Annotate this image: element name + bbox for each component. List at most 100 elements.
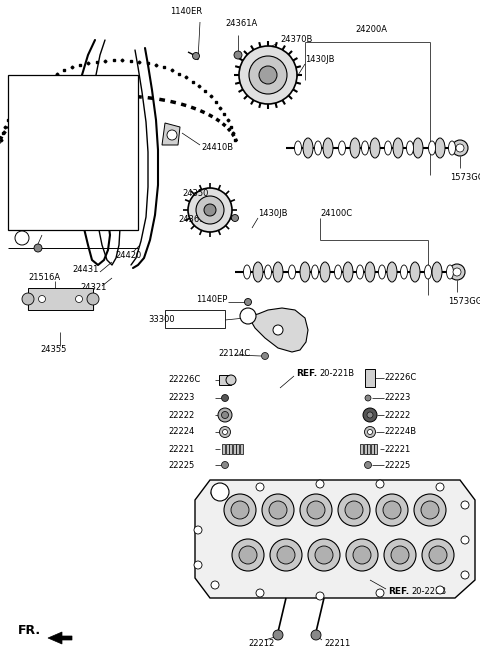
- Text: 24410B: 24410B: [201, 143, 233, 151]
- Circle shape: [383, 501, 401, 519]
- Circle shape: [307, 501, 325, 519]
- Bar: [232, 444, 236, 454]
- Circle shape: [461, 501, 469, 509]
- Circle shape: [223, 430, 228, 434]
- Ellipse shape: [413, 138, 423, 158]
- Ellipse shape: [393, 138, 403, 158]
- Circle shape: [277, 546, 295, 564]
- Ellipse shape: [370, 138, 380, 158]
- Circle shape: [15, 231, 29, 245]
- Circle shape: [308, 539, 340, 571]
- Circle shape: [311, 630, 321, 640]
- Circle shape: [221, 411, 228, 419]
- Text: 22224: 22224: [168, 428, 194, 437]
- Circle shape: [259, 66, 277, 84]
- Circle shape: [367, 412, 373, 418]
- Text: 24100C: 24100C: [320, 210, 352, 219]
- Circle shape: [75, 295, 83, 302]
- Text: 22225: 22225: [384, 461, 410, 469]
- Ellipse shape: [435, 138, 445, 158]
- Circle shape: [240, 308, 256, 324]
- Circle shape: [273, 630, 283, 640]
- Circle shape: [22, 293, 34, 305]
- Circle shape: [436, 483, 444, 491]
- Circle shape: [167, 130, 177, 140]
- Text: 22124C: 22124C: [218, 350, 250, 358]
- Circle shape: [456, 144, 464, 152]
- Circle shape: [338, 494, 370, 526]
- Ellipse shape: [295, 141, 301, 155]
- Ellipse shape: [400, 265, 408, 279]
- Circle shape: [192, 53, 200, 60]
- Circle shape: [262, 494, 294, 526]
- Bar: [374, 444, 377, 454]
- Circle shape: [211, 483, 229, 501]
- Circle shape: [363, 408, 377, 422]
- Ellipse shape: [361, 141, 369, 155]
- Circle shape: [211, 489, 219, 497]
- Bar: [8, 75, 138, 230]
- Text: 20-221B: 20-221B: [411, 587, 446, 596]
- Text: 22223: 22223: [384, 393, 410, 402]
- Ellipse shape: [312, 265, 319, 279]
- Ellipse shape: [264, 265, 272, 279]
- Circle shape: [346, 539, 378, 571]
- Text: 24361A: 24361A: [225, 19, 257, 29]
- Circle shape: [421, 501, 439, 519]
- Circle shape: [345, 501, 363, 519]
- Bar: [226, 444, 228, 454]
- Text: 22226C: 22226C: [168, 376, 200, 384]
- Text: 22224B: 22224B: [384, 428, 416, 437]
- Circle shape: [256, 589, 264, 597]
- Text: REF.: REF.: [388, 587, 409, 596]
- Ellipse shape: [446, 265, 454, 279]
- Bar: [240, 444, 242, 454]
- Circle shape: [316, 480, 324, 488]
- Circle shape: [218, 408, 232, 422]
- Circle shape: [273, 325, 283, 335]
- Ellipse shape: [429, 141, 435, 155]
- Circle shape: [316, 592, 324, 600]
- Circle shape: [368, 430, 372, 434]
- Circle shape: [262, 352, 268, 360]
- Ellipse shape: [303, 138, 313, 158]
- Circle shape: [365, 395, 371, 401]
- Bar: [363, 444, 367, 454]
- Circle shape: [422, 539, 454, 571]
- Circle shape: [436, 586, 444, 594]
- Text: 1573GG: 1573GG: [450, 173, 480, 182]
- Circle shape: [204, 204, 216, 216]
- Circle shape: [449, 264, 465, 280]
- Text: 22211: 22211: [324, 639, 350, 648]
- Ellipse shape: [379, 265, 385, 279]
- Circle shape: [376, 480, 384, 488]
- Circle shape: [219, 426, 230, 437]
- Circle shape: [453, 268, 461, 276]
- Ellipse shape: [273, 262, 283, 282]
- Ellipse shape: [448, 141, 456, 155]
- Circle shape: [391, 546, 409, 564]
- Circle shape: [429, 546, 447, 564]
- Polygon shape: [195, 480, 475, 598]
- Bar: [28, 288, 93, 310]
- Text: a: a: [20, 235, 24, 241]
- Circle shape: [353, 546, 371, 564]
- Ellipse shape: [432, 262, 442, 282]
- Text: 21516A: 21516A: [28, 273, 60, 282]
- Text: 22221: 22221: [168, 445, 194, 454]
- Circle shape: [194, 561, 202, 569]
- Text: 24355: 24355: [40, 345, 66, 354]
- Circle shape: [364, 461, 372, 469]
- Circle shape: [249, 56, 287, 94]
- Text: 22225: 22225: [168, 461, 194, 469]
- Text: 33300: 33300: [148, 315, 175, 324]
- Text: 24350: 24350: [182, 190, 208, 199]
- Circle shape: [384, 539, 416, 571]
- Circle shape: [452, 140, 468, 156]
- Circle shape: [194, 526, 202, 534]
- Text: 1140ER: 1140ER: [170, 8, 202, 16]
- Ellipse shape: [253, 262, 263, 282]
- Ellipse shape: [357, 265, 363, 279]
- Polygon shape: [162, 123, 180, 145]
- Circle shape: [234, 51, 242, 59]
